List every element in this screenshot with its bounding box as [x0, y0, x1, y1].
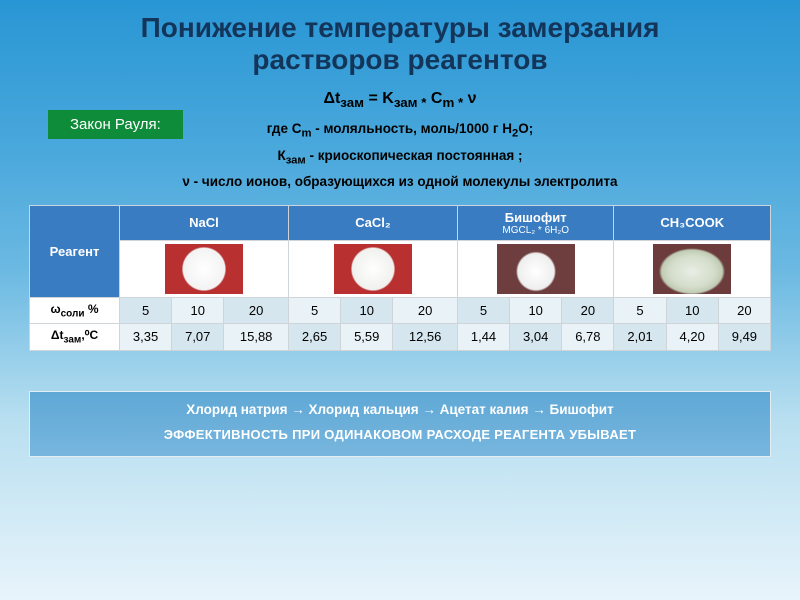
bishofit-image — [457, 240, 614, 297]
cell: 7,07 — [172, 324, 224, 350]
raul-law-badge: Закон Рауля: — [48, 110, 183, 139]
cell: 10 — [666, 297, 718, 323]
cell: 20 — [718, 297, 770, 323]
omega-label: ωсоли % — [30, 297, 120, 323]
page-title: Понижение температуры замерзаниярастворо… — [0, 0, 800, 84]
formula-line-2: Кзам - криоскопическая постоянная ; — [0, 145, 800, 170]
effectiveness-text: ЭФФЕКТИВНОСТЬ ПРИ ОДИНАКОВОМ РАСХОДЕ РЕА… — [42, 427, 758, 442]
cell: 3,04 — [510, 324, 562, 350]
cell: 4,20 — [666, 324, 718, 350]
formula-line-3: ν - число ионов, образующихся из одной м… — [0, 171, 800, 193]
cell: 5 — [288, 297, 340, 323]
cell: 5 — [614, 297, 666, 323]
effectiveness-box: Хлорид натрия → Хлорид кальция → Ацетат … — [29, 391, 771, 457]
cell: 3,35 — [120, 324, 172, 350]
reagent-table: Реагент NaCl CaCl₂ БишофитMGCL₂ * 6H₂O C… — [29, 205, 771, 351]
cell: 12,56 — [393, 324, 458, 350]
reagent-header: Реагент — [30, 205, 120, 297]
ch3cook-image — [614, 240, 771, 297]
cell: 15,88 — [224, 324, 289, 350]
nacl-image — [120, 240, 289, 297]
cell: 5 — [457, 297, 509, 323]
formula-block: Δtзам = Kзам * Cm * ν где Cm - моляльнос… — [0, 86, 800, 192]
cell: 5 — [120, 297, 172, 323]
cell: 10 — [341, 297, 393, 323]
cell: 9,49 — [718, 324, 770, 350]
cell: 20 — [224, 297, 289, 323]
cell: 6,78 — [562, 324, 614, 350]
cell: 20 — [562, 297, 614, 323]
col-cacl2: CaCl₂ — [288, 205, 457, 240]
col-nacl: NaCl — [120, 205, 289, 240]
cell: 10 — [510, 297, 562, 323]
cell: 2,01 — [614, 324, 666, 350]
cell: 5,59 — [341, 324, 393, 350]
cell: 1,44 — [457, 324, 509, 350]
row-dt: Δtзам,⁰С 3,35 7,07 15,88 2,65 5,59 12,56… — [30, 324, 771, 350]
reagent-chain: Хлорид натрия → Хлорид кальция → Ацетат … — [42, 402, 758, 417]
row-omega: ωсоли % 5 10 20 5 10 20 5 10 20 5 10 20 — [30, 297, 771, 323]
cell: 10 — [172, 297, 224, 323]
dt-label: Δtзам,⁰С — [30, 324, 120, 350]
col-bishofit: БишофитMGCL₂ * 6H₂O — [457, 205, 614, 240]
cell: 2,65 — [288, 324, 340, 350]
cell: 20 — [393, 297, 458, 323]
col-ch3cook: CH₃COOK — [614, 205, 771, 240]
cacl2-image — [288, 240, 457, 297]
